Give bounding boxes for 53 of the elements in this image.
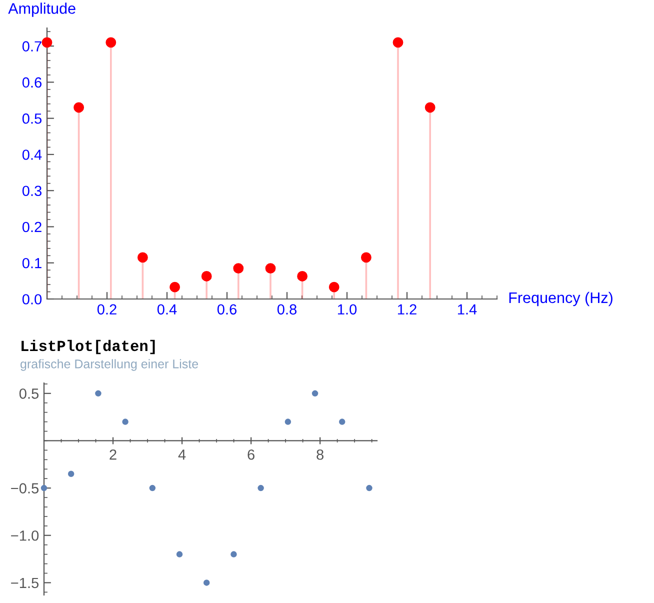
point bbox=[392, 37, 404, 48]
point bbox=[149, 484, 156, 492]
y-tick-label: 0.3 bbox=[22, 186, 42, 196]
x-tick-label: 1.2 bbox=[398, 304, 416, 314]
chart-title: ListPlot[daten] bbox=[22, 340, 155, 354]
x-tick-label: 0.8 bbox=[277, 304, 297, 315]
point bbox=[203, 580, 210, 586]
x-tick-label: 1.0 bbox=[338, 304, 357, 315]
point bbox=[201, 271, 212, 282]
point bbox=[258, 484, 264, 492]
x-tick-label: 0.6 bbox=[217, 304, 236, 315]
y-tick-label: 0.1 bbox=[22, 258, 42, 268]
point bbox=[40, 484, 48, 492]
point bbox=[338, 418, 346, 425]
point bbox=[360, 252, 372, 263]
point bbox=[366, 484, 372, 492]
point bbox=[265, 263, 276, 274]
y-tick-label: 0.6 bbox=[22, 77, 42, 88]
point bbox=[312, 390, 318, 397]
x-tick-label: 8 bbox=[316, 449, 324, 460]
point bbox=[68, 470, 74, 477]
y-tick-label: 0.5 bbox=[19, 388, 39, 399]
y-tick-label: 0.0 bbox=[22, 294, 42, 304]
point bbox=[42, 37, 52, 48]
y-tick-label: −1.5 bbox=[11, 578, 39, 588]
x-tick-label: 2 bbox=[110, 449, 116, 460]
y-tick-label: 0.7 bbox=[22, 41, 42, 52]
x-tick-label: 0.2 bbox=[97, 304, 116, 315]
x-tick-label: 6 bbox=[248, 449, 254, 460]
x-tick-label: 4 bbox=[178, 450, 186, 460]
y-tick-label: −0.5 bbox=[11, 483, 39, 494]
y-axis-title: Amplitude bbox=[8, 2, 76, 17]
point bbox=[106, 37, 116, 48]
point bbox=[95, 390, 102, 397]
point bbox=[233, 263, 244, 274]
y-tick-label: −1.0 bbox=[11, 530, 39, 541]
x-tick-label: 1.4 bbox=[458, 304, 477, 314]
y-tick-label: 0.4 bbox=[22, 150, 42, 160]
point bbox=[328, 282, 340, 292]
point bbox=[122, 418, 128, 425]
chart-subtitle: grafische Darstellung einer Liste bbox=[20, 359, 198, 371]
point bbox=[137, 252, 148, 263]
x-axis-title: Frequency (Hz) bbox=[509, 292, 612, 306]
point bbox=[176, 551, 183, 558]
y-tick-label: 0.2 bbox=[22, 222, 42, 232]
point bbox=[297, 271, 308, 282]
y-tick-label: 0.5 bbox=[22, 113, 42, 124]
point bbox=[170, 282, 180, 292]
point bbox=[284, 418, 292, 425]
x-tick-label: 0.4 bbox=[157, 304, 177, 315]
point bbox=[424, 102, 436, 113]
point bbox=[74, 102, 84, 113]
point bbox=[230, 551, 237, 558]
